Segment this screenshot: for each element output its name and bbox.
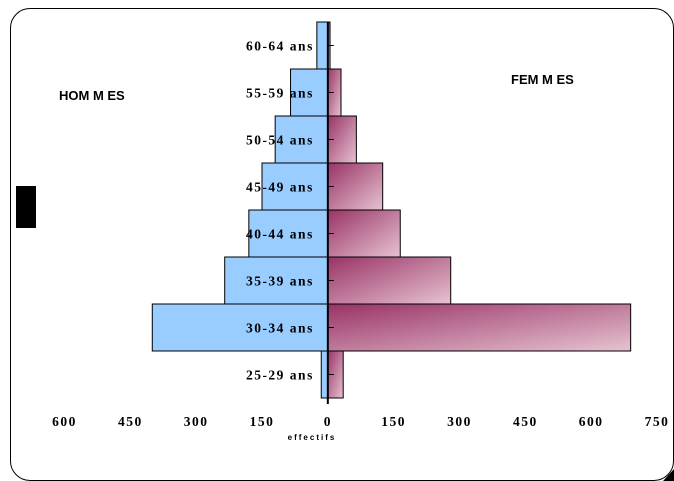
bar-femmes-45-49-ans [327, 162, 384, 211]
age-label-25-29-ans: 25-29 ans [246, 368, 314, 383]
legend-femmes: FEM M ES [511, 72, 574, 87]
corner-mark [663, 469, 674, 481]
bar-femmes-35-39-ans [327, 256, 452, 305]
bar-hommes-55-59-ans [290, 68, 329, 117]
age-label-55-59-ans: 55-59 ans [246, 86, 314, 101]
x-tick-label: 600 [579, 414, 604, 429]
bar-femmes-40-44-ans [327, 209, 401, 258]
x-tick-label: 750 [645, 414, 670, 429]
x-tick-label: 300 [184, 414, 209, 429]
age-label-40-44-ans: 40-44 ans [246, 227, 314, 242]
bar-hommes-60-64-ans [316, 21, 329, 70]
x-tick-label: 450 [513, 414, 538, 429]
x-tick-label: 300 [447, 414, 472, 429]
legend-hommes: HOM M ES [59, 88, 125, 103]
x-tick-label: 150 [250, 414, 275, 429]
age-label-45-49-ans: 45-49 ans [246, 180, 314, 195]
age-label-35-39-ans: 35-39 ans [246, 274, 314, 289]
x-axis-title: effectifs [288, 433, 337, 442]
bar-hommes-45-49-ans [261, 162, 329, 211]
age-label-50-54-ans: 50-54 ans [246, 133, 314, 148]
bar-femmes-30-34-ans [327, 303, 632, 352]
x-tick-label: 150 [381, 414, 406, 429]
x-tick-label: 600 [52, 414, 77, 429]
x-tick-label: 0 [324, 414, 332, 429]
bar-hommes-50-54-ans [274, 115, 329, 164]
age-label-60-64-ans: 60-64 ans [246, 39, 314, 54]
bar-hommes-30-34-ans [151, 303, 329, 352]
x-tick-label: 450 [118, 414, 143, 429]
bar-hommes-35-39-ans [224, 256, 329, 305]
side-marker [16, 186, 36, 228]
age-label-30-34-ans: 30-34 ans [246, 321, 314, 336]
